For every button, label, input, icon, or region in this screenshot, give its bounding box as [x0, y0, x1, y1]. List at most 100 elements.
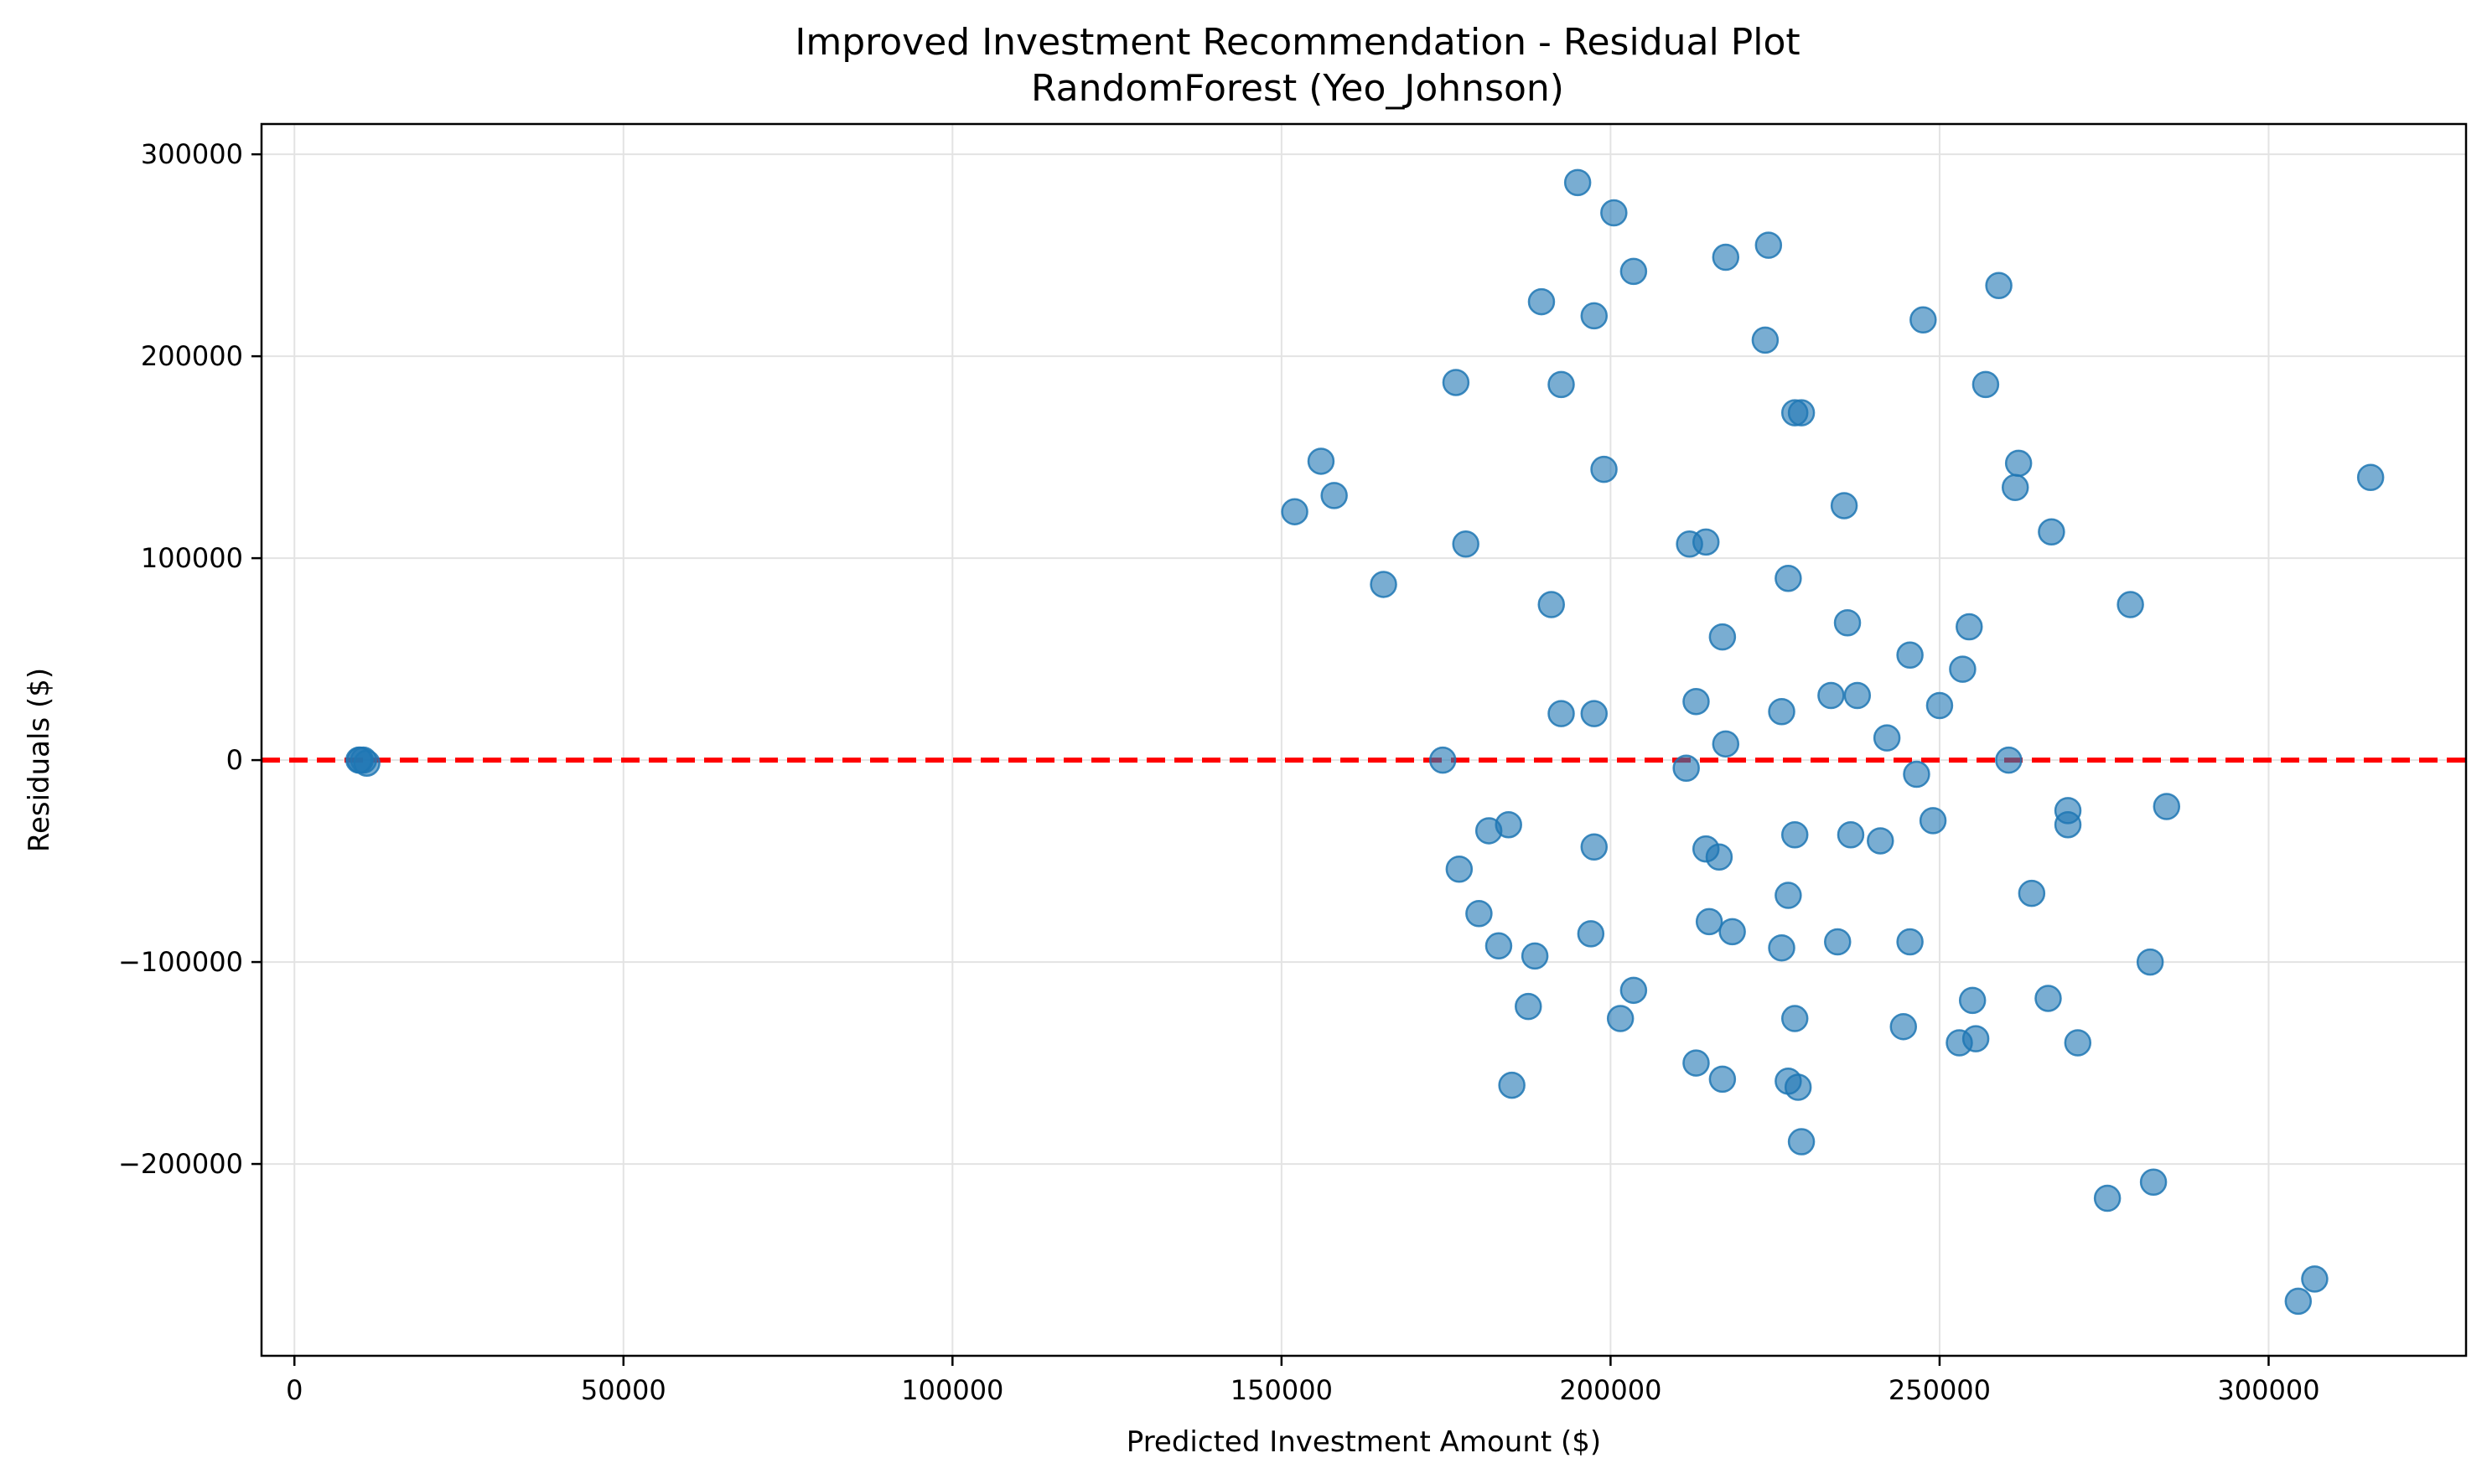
x-tick-label: 250000 — [1889, 1374, 1991, 1406]
data-point — [1498, 1071, 1526, 1099]
data-point — [1619, 976, 1648, 1005]
data-point — [1784, 1073, 1812, 1101]
data-point — [1985, 271, 2013, 300]
x-tick-label: 50000 — [581, 1374, 666, 1406]
data-point — [1843, 681, 1872, 710]
data-point — [1547, 700, 1575, 727]
data-point — [2093, 1184, 2122, 1213]
data-point — [1563, 168, 1592, 197]
data-point — [1768, 698, 1795, 726]
data-point — [1787, 399, 1816, 427]
data-point — [1465, 899, 1493, 928]
data-point — [1909, 306, 1937, 334]
data-point — [1751, 326, 1780, 354]
data-point — [2064, 1029, 2092, 1057]
data-point — [1837, 821, 1865, 849]
data-point — [1896, 928, 1924, 956]
data-point — [2139, 1168, 2168, 1197]
data-point — [1515, 992, 1542, 1021]
data-point — [1768, 933, 1795, 962]
data-point — [1580, 302, 1609, 330]
y-axis-label: Residuals ($) — [23, 668, 56, 852]
data-point — [1867, 827, 1894, 855]
data-point — [2034, 985, 2062, 1012]
data-point — [1830, 492, 1858, 520]
data-point — [1708, 623, 1737, 651]
data-point — [1692, 528, 1720, 556]
plot-area-frame — [260, 122, 2468, 1357]
data-point — [1705, 843, 1733, 871]
data-point — [1682, 687, 1710, 716]
data-point — [1428, 746, 1457, 774]
data-point — [1889, 1012, 1918, 1041]
data-point — [1590, 455, 1618, 483]
data-point — [1712, 730, 1740, 758]
data-point — [1527, 287, 1556, 316]
data-point — [1873, 724, 1901, 752]
data-point — [1442, 369, 1470, 396]
data-point — [1320, 482, 1348, 509]
data-point — [1495, 810, 1522, 839]
data-point — [1949, 655, 1977, 683]
data-point — [1600, 199, 1628, 227]
chart-subtitle: RandomForest (Yeo_Johnson) — [1031, 67, 1564, 110]
data-point — [1484, 932, 1513, 960]
y-tick-label: 0 — [226, 744, 243, 776]
data-point — [1452, 530, 1479, 558]
data-point — [1619, 257, 1648, 286]
data-point — [1712, 243, 1740, 271]
data-point — [1521, 942, 1549, 970]
chart-title: Improved Investment Recommendation - Res… — [795, 21, 1800, 64]
data-point — [1672, 754, 1700, 782]
data-point — [1956, 613, 1983, 641]
data-point — [2001, 473, 2029, 502]
data-point — [353, 749, 381, 777]
data-point — [2153, 793, 2181, 820]
x-axis-ticks: 0 50000 100000 150000 200000 250000 300000 — [286, 1356, 2320, 1406]
x-tick-label: 300000 — [2217, 1374, 2319, 1406]
x-axis-label: Predicted Investment Amount ($) — [1127, 1425, 1601, 1459]
x-tick-label: 200000 — [1559, 1374, 1661, 1406]
data-point — [2301, 1265, 2329, 1293]
y-tick-label: −200000 — [118, 1148, 243, 1180]
data-point — [1577, 920, 1605, 948]
data-points — [345, 168, 2385, 1316]
data-point — [1682, 1049, 1710, 1077]
data-point — [1961, 1025, 1990, 1052]
data-point — [1775, 564, 1802, 592]
data-point — [1580, 700, 1609, 727]
data-point — [1833, 608, 1862, 637]
data-point — [1995, 746, 2023, 774]
data-point — [1903, 760, 1930, 789]
data-point — [1718, 918, 1746, 946]
data-point — [1824, 928, 1852, 956]
data-point — [1971, 370, 2000, 399]
y-tick-label: −100000 — [118, 946, 243, 978]
x-tick-label: 150000 — [1231, 1374, 1333, 1406]
data-point — [1817, 681, 1845, 710]
data-point — [1580, 833, 1609, 861]
data-point — [2136, 948, 2164, 976]
data-point — [2054, 810, 2082, 839]
x-tick-label: 0 — [286, 1374, 303, 1406]
data-point — [2284, 1287, 2313, 1316]
data-point — [1896, 641, 1924, 670]
data-point — [1695, 907, 1723, 936]
data-point — [1606, 1005, 1635, 1032]
data-point — [1370, 571, 1397, 598]
data-point — [1780, 1005, 1809, 1032]
data-point — [1919, 807, 1947, 835]
data-point — [1775, 882, 1802, 909]
data-point — [2018, 879, 2046, 907]
data-point — [1780, 821, 1809, 849]
data-point — [1708, 1065, 1737, 1094]
y-tick-label: 100000 — [141, 542, 243, 574]
data-point — [2117, 591, 2144, 618]
y-axis-ticks: −200000 −100000 0 100000 200000 300000 — [118, 138, 262, 1180]
data-point — [1281, 498, 1308, 525]
data-point — [1925, 691, 1954, 720]
data-point — [1547, 370, 1575, 399]
data-point — [1537, 591, 1565, 618]
